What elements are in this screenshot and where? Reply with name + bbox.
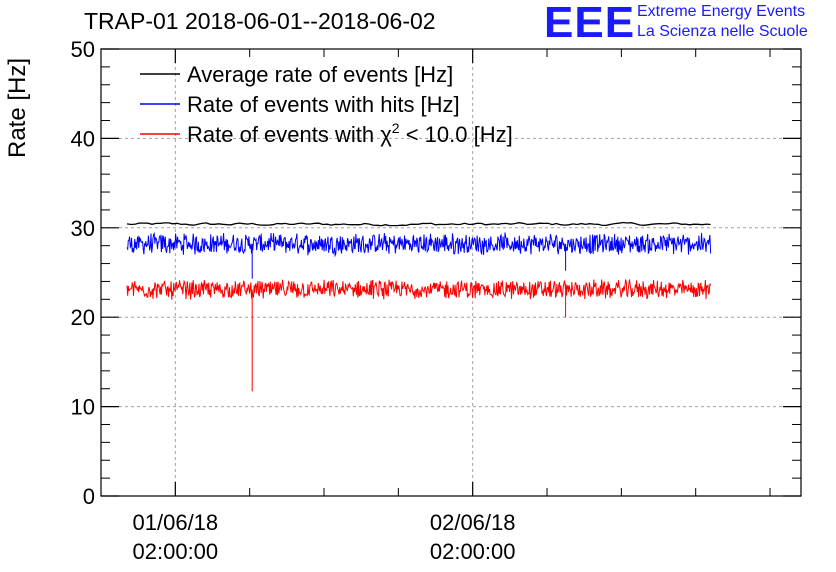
eee-logo: EEE Extreme Energy Events La Scienza nel… (544, 0, 836, 47)
x-tick-label-time: 02:00:00 (430, 539, 516, 564)
series-line-2 (126, 279, 712, 392)
series-line-1 (126, 231, 712, 279)
grid (101, 49, 801, 496)
axes: 0 10 20 30 40 50 01/06/18 02:00:00 02/06/18 02:00… (71, 37, 801, 564)
logo-mark: EEE (544, 0, 636, 47)
chart-title: TRAP-01 2018-06-01--2018-06-02 (84, 8, 436, 34)
y-tick-label: 30 (71, 216, 95, 241)
legend-label-0: Average rate of events [Hz] (187, 62, 453, 87)
legend-label-1: Rate of events with hits [Hz] (187, 92, 460, 117)
logo-line-2: La Scienza nelle Scuole (637, 23, 808, 40)
y-tick-label: 50 (71, 37, 95, 62)
legend-label-2: Rate of events with χ2 < 10.0 [Hz] (187, 120, 513, 147)
plot-frame (100, 48, 802, 497)
y-tick-label: 0 (83, 484, 95, 509)
y-tick-label: 10 (71, 395, 95, 420)
logo-line-1: Extreme Energy Events (637, 3, 806, 20)
series-line-0 (126, 221, 711, 227)
x-tick-label-date: 02/06/18 (430, 510, 516, 535)
series-layer (126, 221, 712, 392)
x-tick-label-date: 01/06/18 (133, 510, 219, 535)
y-tick-label: 40 (71, 126, 95, 151)
y-tick-label: 20 (71, 305, 95, 330)
x-tick-label-time: 02:00:00 (133, 539, 219, 564)
legend: Average rate of events [Hz] Rate of event… (140, 62, 513, 147)
